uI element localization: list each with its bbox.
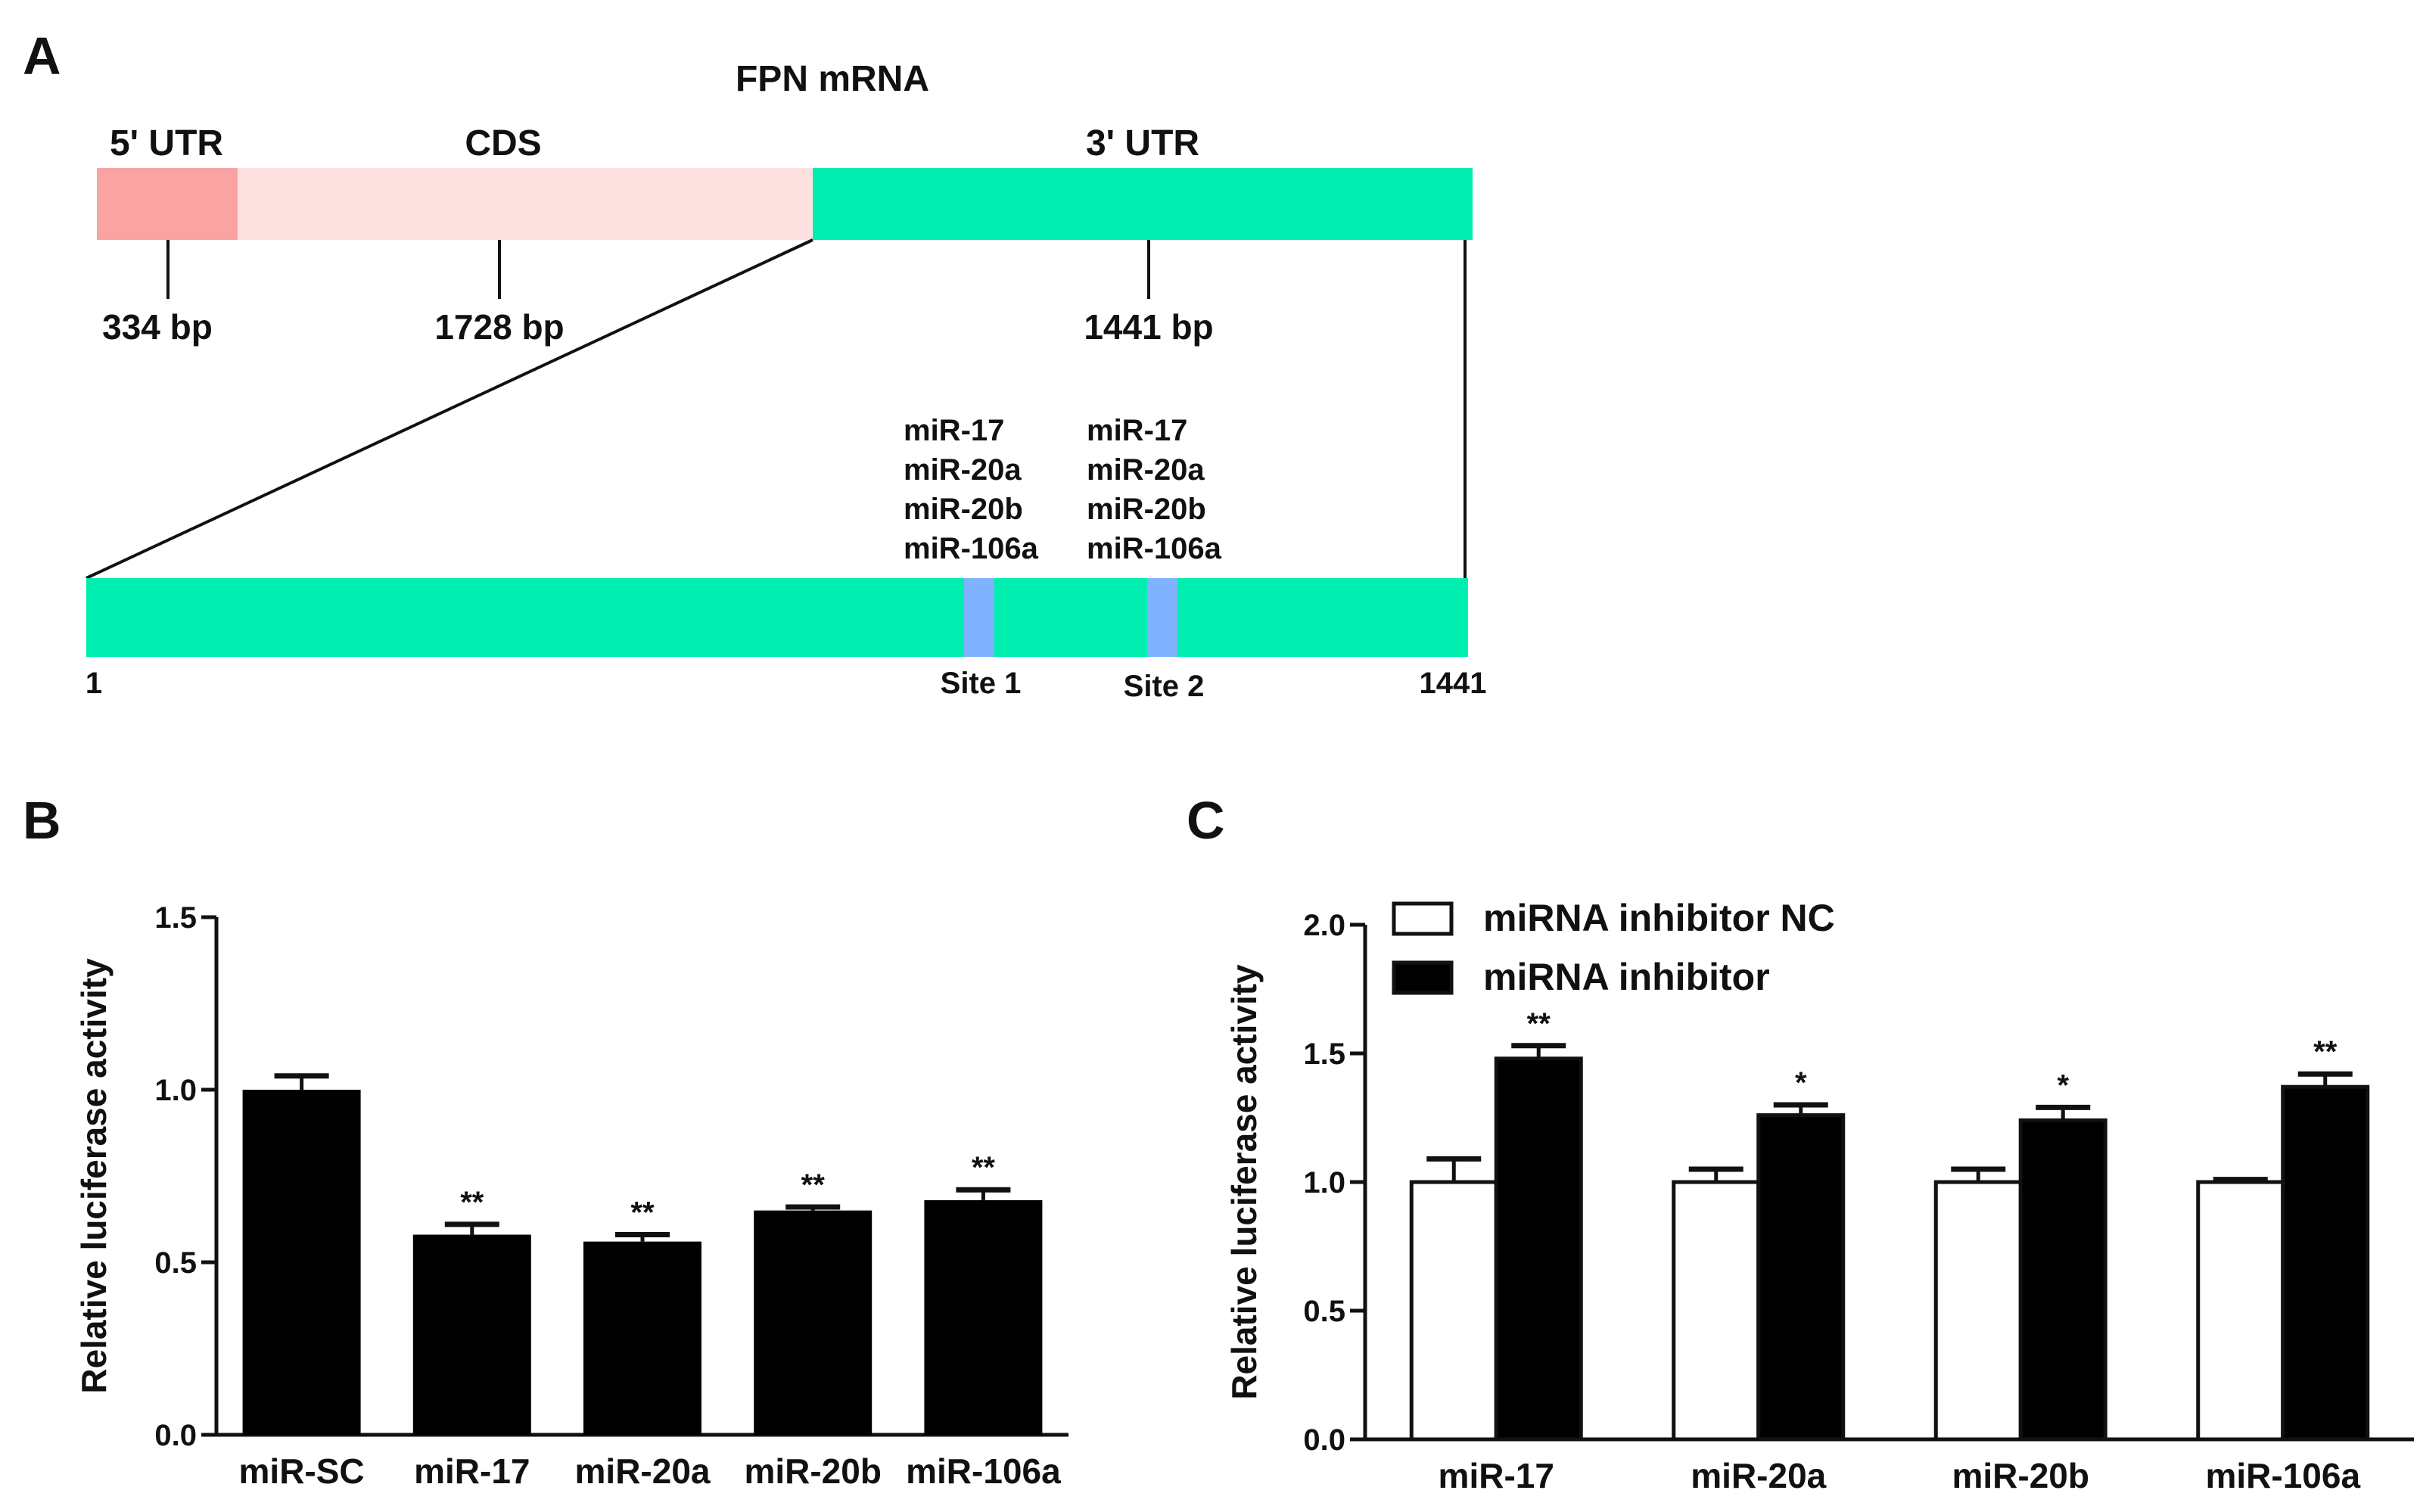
bar xyxy=(583,1241,701,1435)
region-label-3utr: 3' UTR xyxy=(1086,123,1199,163)
significance-marker: ** xyxy=(1527,1007,1551,1041)
legend-swatch xyxy=(1392,901,1454,936)
site-1-mirna: miR-20a xyxy=(904,453,1022,487)
bar-inhibitor-nc xyxy=(2196,1180,2285,1442)
site-1-mirna-list: miR-17 miR-20a miR-20b miR-106a xyxy=(904,414,1039,565)
x-tick-label: miR-SC xyxy=(239,1451,365,1491)
panel-c-chart: C 0.0 0.5 1.0 1.5 2.0 Relative luciferase act… xyxy=(1187,791,2414,1495)
legend-swatch xyxy=(1392,960,1454,995)
utr3-start-label: 1 xyxy=(86,667,102,700)
site-2-mirna: miR-20b xyxy=(1087,493,1206,526)
panel-c-label: C xyxy=(1187,791,1225,850)
x-tick-label: miR-20a xyxy=(575,1451,711,1491)
significance-marker: ** xyxy=(630,1196,655,1230)
site-2-mirna: miR-106a xyxy=(1087,532,1222,565)
bar-inhibitor xyxy=(1494,1056,1583,1442)
significance-marker: * xyxy=(2057,1069,2069,1102)
utr3-end-label: 1441 xyxy=(1420,667,1487,700)
bar-inhibitor-nc xyxy=(1933,1180,2023,1442)
significance-marker: * xyxy=(1795,1066,1807,1100)
mrna-title: FPN mRNA xyxy=(736,59,929,99)
region-5utr-bar xyxy=(97,168,238,240)
zoom-line-left xyxy=(86,238,813,580)
panel-b-label: B xyxy=(23,791,61,850)
x-tick-label: miR-20b xyxy=(1952,1456,2089,1495)
panel-a: A FPN mRNA 5' UTR CDS 3' UTR 334 bp 1728… xyxy=(23,26,1486,703)
panel-b-chart: B 0.0 0.5 1.0 1.5 Relative luciferase activi… xyxy=(23,791,1068,1491)
size-label-cds: 1728 bp xyxy=(434,307,564,347)
region-cds-bar xyxy=(238,168,813,240)
region-label-cds: CDS xyxy=(465,123,541,163)
x-tick-label: miR-106a xyxy=(2205,1456,2360,1495)
bar-inhibitor xyxy=(2281,1084,2370,1442)
site-1-marker xyxy=(964,578,994,657)
site-2-marker xyxy=(1147,578,1177,657)
bar-inhibitor xyxy=(2018,1118,2107,1442)
y-tick-label: 0.5 xyxy=(154,1246,197,1280)
x-tick-label: miR-17 xyxy=(414,1451,530,1491)
y-tick-label: 0.0 xyxy=(1303,1423,1345,1457)
x-tick-label: miR-20b xyxy=(744,1451,881,1491)
legend-label: miRNA inhibitor NC xyxy=(1483,897,1835,939)
site-1-mirna: miR-17 xyxy=(904,414,1004,447)
bar xyxy=(924,1199,1043,1435)
legend-label: miRNA inhibitor xyxy=(1483,956,1770,998)
site-1-mirna: miR-106a xyxy=(904,532,1039,565)
y-tick-label: 0.0 xyxy=(154,1419,197,1452)
size-label-3utr: 1441 bp xyxy=(1084,307,1213,347)
site-1-mirna: miR-20b xyxy=(904,493,1023,526)
y-tick-label: 2.0 xyxy=(1303,909,1345,942)
bar-inhibitor xyxy=(1756,1113,1846,1442)
region-3utr-bar xyxy=(813,168,1473,240)
significance-marker: ** xyxy=(2313,1035,2338,1069)
y-tick-label: 0.5 xyxy=(1303,1295,1345,1328)
bar-inhibitor-nc xyxy=(1672,1180,1761,1442)
bar xyxy=(242,1090,361,1435)
y-tick-label: 1.5 xyxy=(154,901,197,935)
bar xyxy=(754,1210,873,1435)
significance-marker: ** xyxy=(460,1186,484,1219)
site-2-mirna: miR-20a xyxy=(1087,453,1205,487)
x-tick-label: miR-106a xyxy=(906,1451,1061,1491)
panel-a-label: A xyxy=(23,26,61,86)
y-axis-label: Relative luciferase activity xyxy=(1224,964,1264,1400)
y-axis-label: Relative luciferase activity xyxy=(74,958,114,1394)
site-1-label: Site 1 xyxy=(941,667,1022,700)
x-tick-label: miR-17 xyxy=(1439,1456,1554,1495)
y-tick-label: 1.0 xyxy=(154,1074,197,1107)
y-tick-label: 1.0 xyxy=(1303,1166,1345,1199)
bar-inhibitor-nc xyxy=(1409,1180,1498,1442)
site-2-label: Site 2 xyxy=(1124,670,1205,703)
significance-marker: ** xyxy=(801,1168,826,1202)
site-2-mirna: miR-17 xyxy=(1087,414,1187,447)
region-label-5utr: 5' UTR xyxy=(110,123,223,163)
site-2-mirna-list: miR-17 miR-20a miR-20b miR-106a xyxy=(1087,414,1222,565)
y-tick-label: 1.5 xyxy=(1303,1038,1345,1071)
size-label-5utr: 334 bp xyxy=(102,307,213,347)
x-tick-label: miR-20a xyxy=(1691,1456,1826,1495)
bar xyxy=(412,1234,531,1435)
significance-marker: ** xyxy=(972,1151,996,1184)
utr3-expanded-bar xyxy=(86,578,1468,657)
